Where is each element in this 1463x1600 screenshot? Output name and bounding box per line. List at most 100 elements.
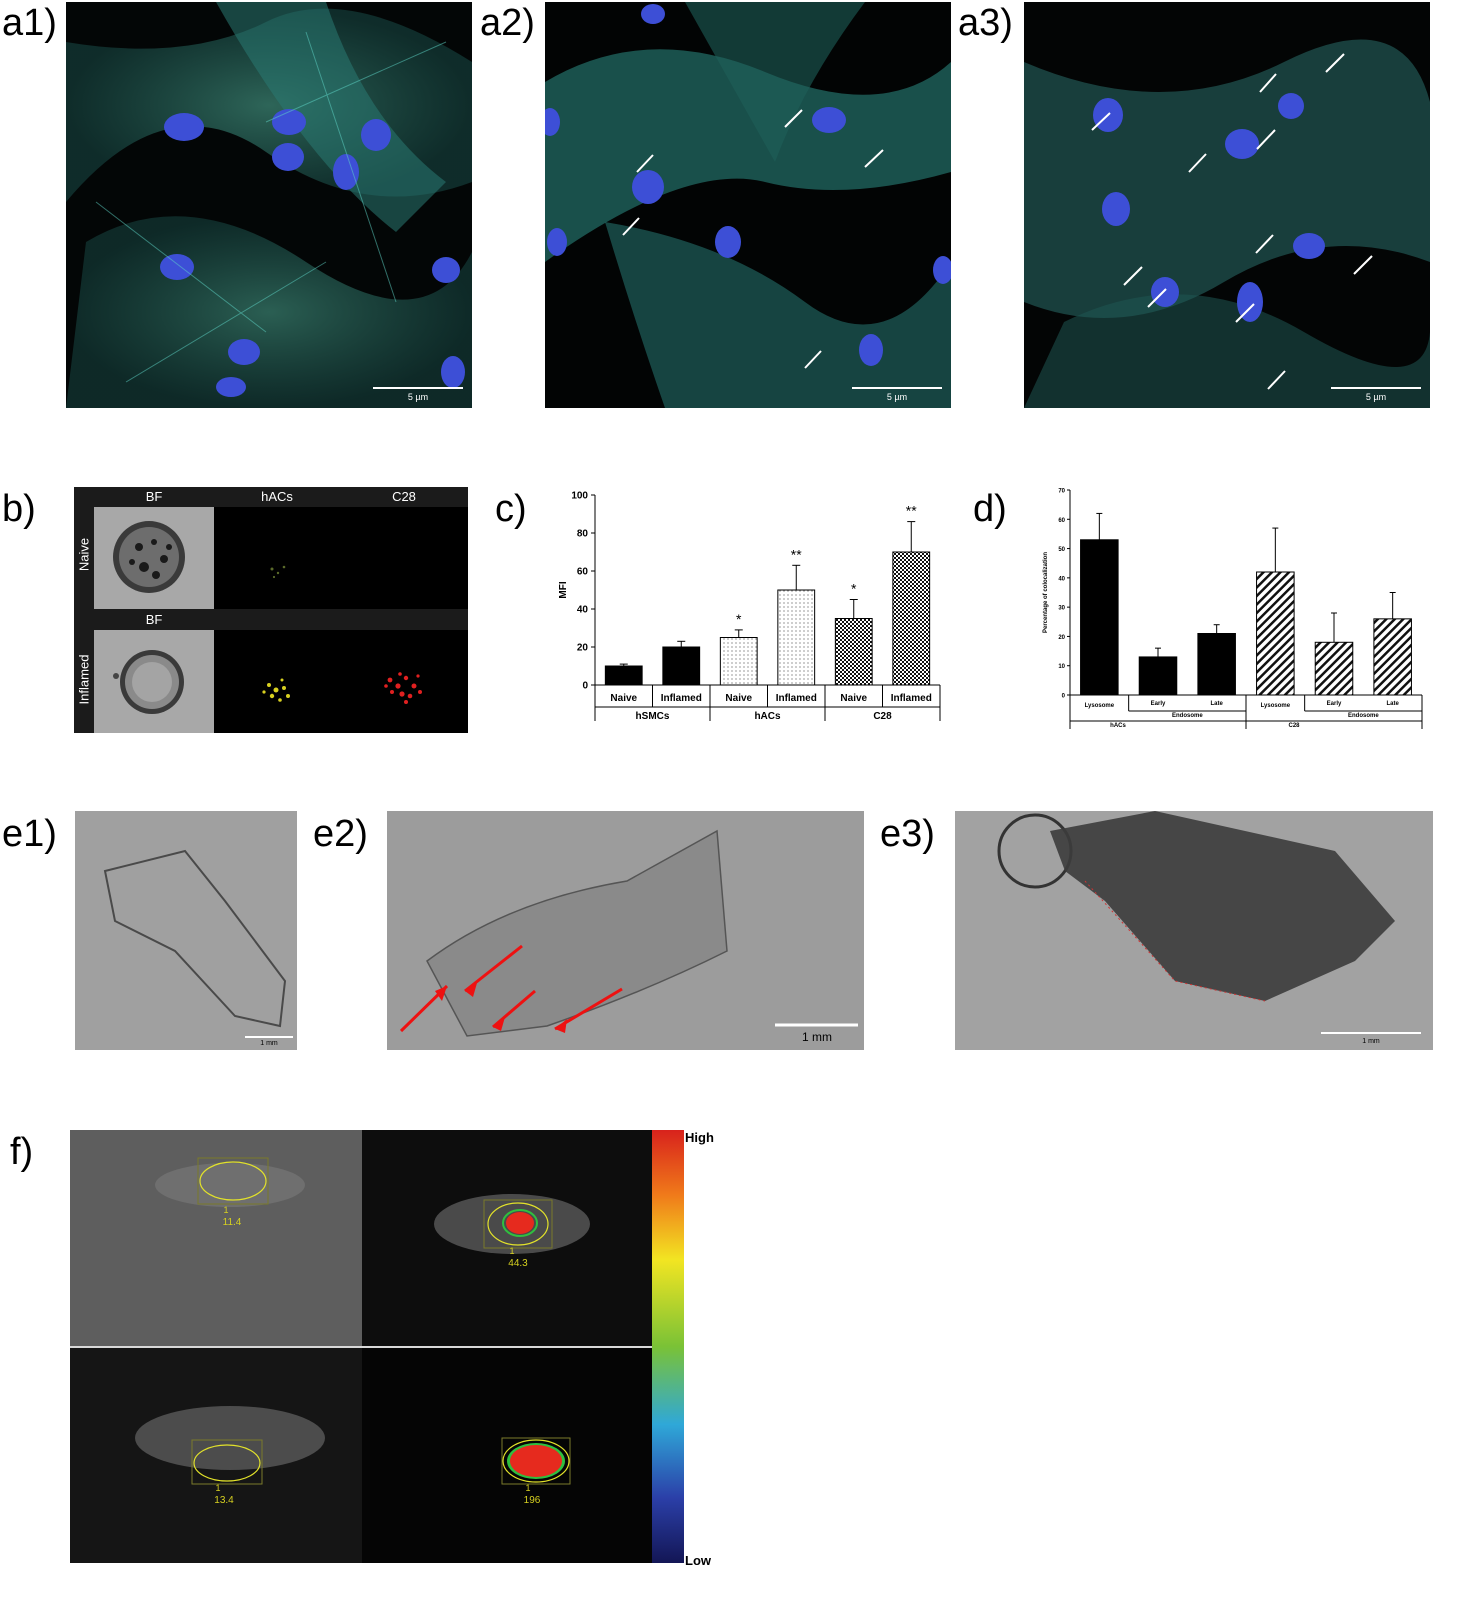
colorbar-low-label: Low	[685, 1553, 711, 1568]
label-e3: e3)	[880, 813, 935, 855]
row2-header-bf: BF	[145, 612, 163, 627]
bf-inflamed-image	[94, 630, 214, 733]
roi-value-1: 11.4	[223, 1217, 242, 1228]
group-label: hACs	[1110, 723, 1126, 729]
flow-cytometry-grid: BF hACs C28 Naive BF Inflamed	[74, 487, 468, 733]
micrograph-a2: 5 µm	[545, 2, 951, 408]
roi-number-4: 1	[525, 1483, 530, 1493]
row-label-inflamed-cell: Inflamed	[74, 630, 94, 733]
tissue-image-e3: 1 mm	[955, 811, 1433, 1050]
x-tick-label: Naive	[725, 693, 752, 704]
label-d: d)	[973, 488, 1007, 530]
bar	[719, 637, 758, 686]
x-tick-label: Inflamed	[661, 693, 702, 704]
significance-label: *	[851, 581, 857, 597]
bar	[1373, 618, 1412, 696]
bar	[1138, 656, 1178, 696]
x-tick-label: Lysosome	[1085, 703, 1115, 709]
col-header-bf: BF	[145, 489, 163, 504]
row-label-naive: Naive	[76, 537, 92, 572]
label-a2: a2)	[480, 2, 535, 44]
scale-bar-label-a2: 5 µm	[887, 392, 907, 402]
label-a1: a1)	[2, 2, 57, 44]
subgroup-label: Endosome	[1348, 713, 1379, 719]
y-tick-label: 20	[577, 643, 589, 654]
x-tick-label: Naive	[610, 693, 637, 704]
scale-bar-label-a1: 5 µm	[408, 392, 428, 402]
roi-value-3: 13.4	[214, 1495, 234, 1506]
colorbar-high-label: High	[685, 1130, 714, 1145]
label-c: c)	[495, 488, 527, 530]
x-tick-label: Naive	[840, 693, 867, 704]
x-tick-label: Inflamed	[776, 693, 817, 704]
c28-naive-image	[340, 507, 468, 609]
row-label-naive-cell: Naive	[74, 507, 94, 609]
y-tick-label: 0	[1062, 694, 1066, 700]
hacs-naive-image	[214, 507, 340, 609]
bar	[834, 618, 873, 686]
row-label-inflamed: Inflamed	[76, 654, 92, 705]
y-tick-label: 100	[571, 491, 588, 502]
y-tick-label: 70	[1058, 489, 1065, 495]
label-e1: e1)	[2, 813, 57, 855]
group-label: hACs	[754, 711, 781, 722]
y-tick-label: 30	[1058, 606, 1065, 612]
chart-c: 0 20 40 60 80 100 MFI Naive Inflamed * Naive ** Infl…	[550, 485, 950, 730]
bar	[1256, 571, 1295, 696]
tissue-image-e1: 1 mm	[75, 811, 297, 1050]
c28-inflamed-image	[340, 630, 468, 733]
bar	[1314, 641, 1354, 696]
x-tick-label: Late	[1386, 701, 1399, 707]
group-label: C28	[1288, 723, 1300, 729]
y-tick-label: 10	[1058, 664, 1065, 670]
bar	[1080, 539, 1119, 696]
bar	[662, 646, 701, 686]
subgroup-label: Endosome	[1172, 713, 1203, 719]
y-tick-label: 60	[1058, 518, 1065, 524]
y-axis-label: Percentage of colocalization	[1043, 552, 1049, 633]
hacs-inflamed-image	[214, 630, 340, 733]
label-e2: e2)	[313, 813, 368, 855]
roi-number-3: 1	[215, 1483, 220, 1493]
bar	[777, 589, 816, 686]
scale-bar-label-e1: 1 mm	[260, 1040, 278, 1047]
bar	[1197, 633, 1236, 696]
chart-d: 0 10 20 30 40 50 60 70 Percentage of colocalizat…	[1035, 485, 1435, 730]
colorbar	[652, 1130, 684, 1563]
scale-bar-label-e3: 1 mm	[1362, 1038, 1380, 1045]
significance-label: **	[906, 503, 917, 519]
bf-naive-image	[94, 507, 214, 609]
significance-label: **	[791, 546, 802, 562]
label-a3: a3)	[958, 2, 1013, 44]
y-tick-label: 40	[1058, 576, 1065, 582]
micrograph-a1: 5 µm	[66, 2, 472, 408]
scale-bar-label-a3: 5 µm	[1366, 392, 1386, 402]
group-label: hSMCs	[636, 711, 670, 722]
bar	[604, 665, 643, 686]
ivis-image-4: 1 196	[362, 1348, 652, 1563]
significance-label: *	[736, 611, 742, 627]
roi-number-1: 1	[223, 1205, 228, 1215]
ivis-image-1: 1 11.4	[70, 1130, 362, 1346]
y-tick-label: 80	[577, 529, 589, 540]
ivis-image-2: 1 44.3	[362, 1130, 652, 1346]
y-tick-label: 60	[577, 567, 589, 578]
group-label: C28	[873, 711, 892, 722]
ivis-image-3: 1 13.4	[70, 1348, 362, 1563]
y-tick-label: 40	[577, 605, 589, 616]
label-f: f)	[10, 1131, 34, 1173]
roi-number-2: 1	[509, 1246, 514, 1256]
micrograph-a3: 5 µm	[1024, 2, 1430, 408]
x-tick-label: Early	[1151, 701, 1166, 707]
roi-value-4: 196	[524, 1495, 541, 1506]
y-axis-label: MFI	[558, 581, 569, 598]
y-tick-label: 20	[1058, 635, 1065, 641]
x-tick-label: Inflamed	[891, 693, 932, 704]
label-b: b)	[2, 488, 36, 530]
col-header-c28: C28	[392, 489, 416, 504]
roi-value-2: 44.3	[508, 1258, 528, 1269]
tissue-image-e2: 1 mm	[387, 811, 864, 1050]
bar	[892, 551, 931, 686]
x-tick-label: Lysosome	[1261, 703, 1291, 709]
ivis-divider	[70, 1346, 652, 1348]
